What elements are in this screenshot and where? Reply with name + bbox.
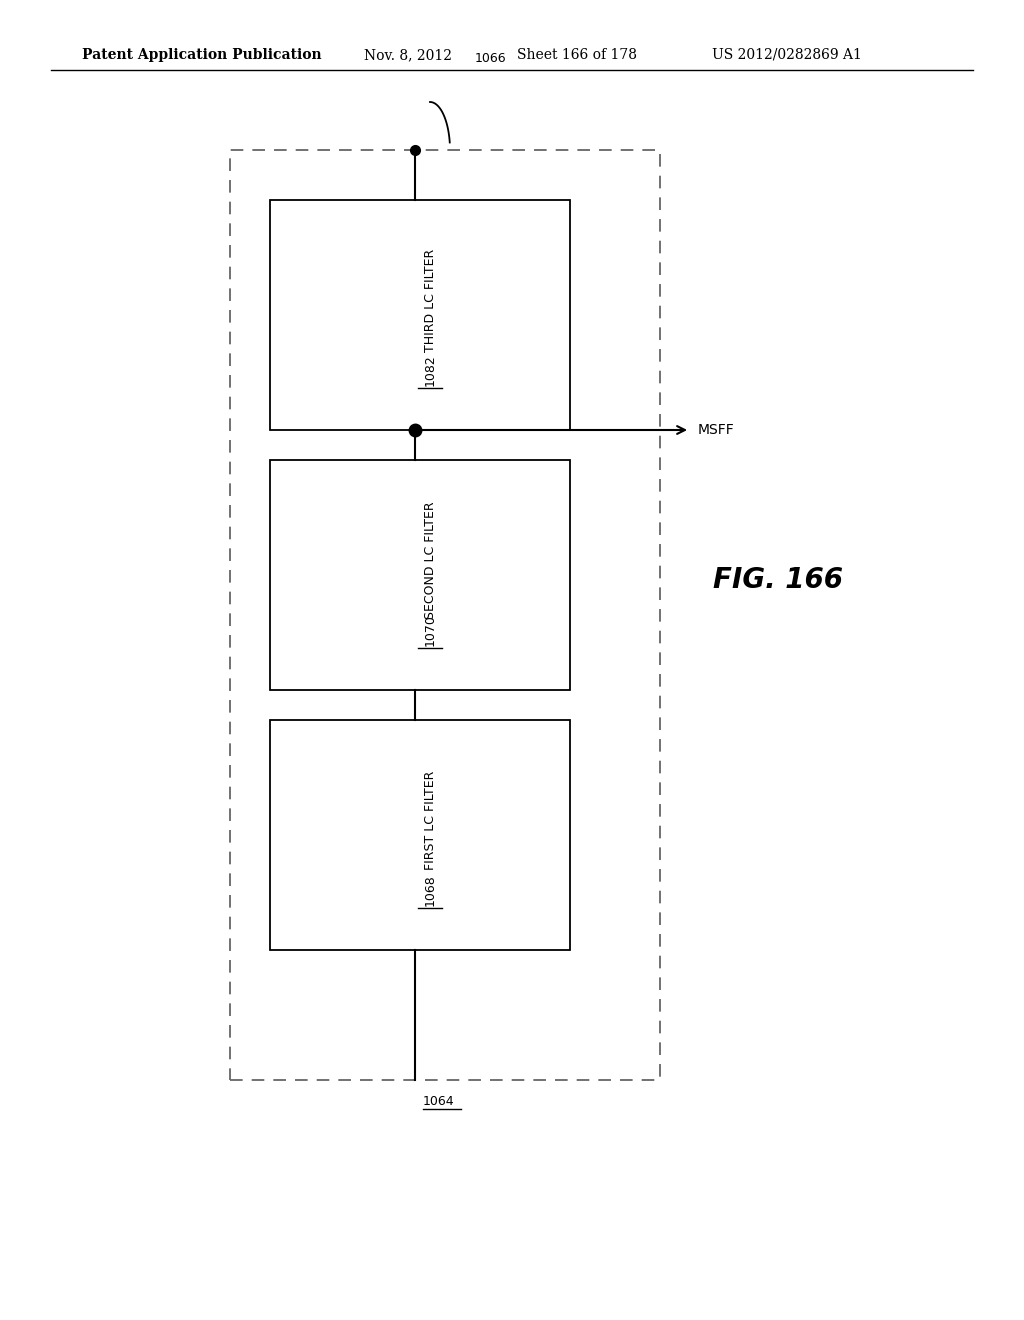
Text: 1068: 1068: [424, 874, 436, 906]
Text: Patent Application Publication: Patent Application Publication: [82, 48, 322, 62]
Text: 1064: 1064: [423, 1096, 455, 1107]
Text: FIRST LC FILTER: FIRST LC FILTER: [424, 771, 436, 870]
Text: Nov. 8, 2012: Nov. 8, 2012: [364, 48, 452, 62]
Text: 1082: 1082: [424, 354, 436, 385]
Text: FIG. 166: FIG. 166: [714, 566, 843, 594]
Text: SECOND LC FILTER: SECOND LC FILTER: [424, 502, 436, 619]
Text: Sheet 166 of 178: Sheet 166 of 178: [517, 48, 637, 62]
Text: 1066: 1066: [475, 51, 507, 65]
Text: MSFF: MSFF: [698, 422, 735, 437]
Polygon shape: [270, 201, 570, 430]
Text: 1070: 1070: [424, 614, 436, 645]
Text: THIRD LC FILTER: THIRD LC FILTER: [424, 248, 436, 351]
Text: US 2012/0282869 A1: US 2012/0282869 A1: [712, 48, 861, 62]
Polygon shape: [270, 719, 570, 950]
Polygon shape: [270, 459, 570, 690]
